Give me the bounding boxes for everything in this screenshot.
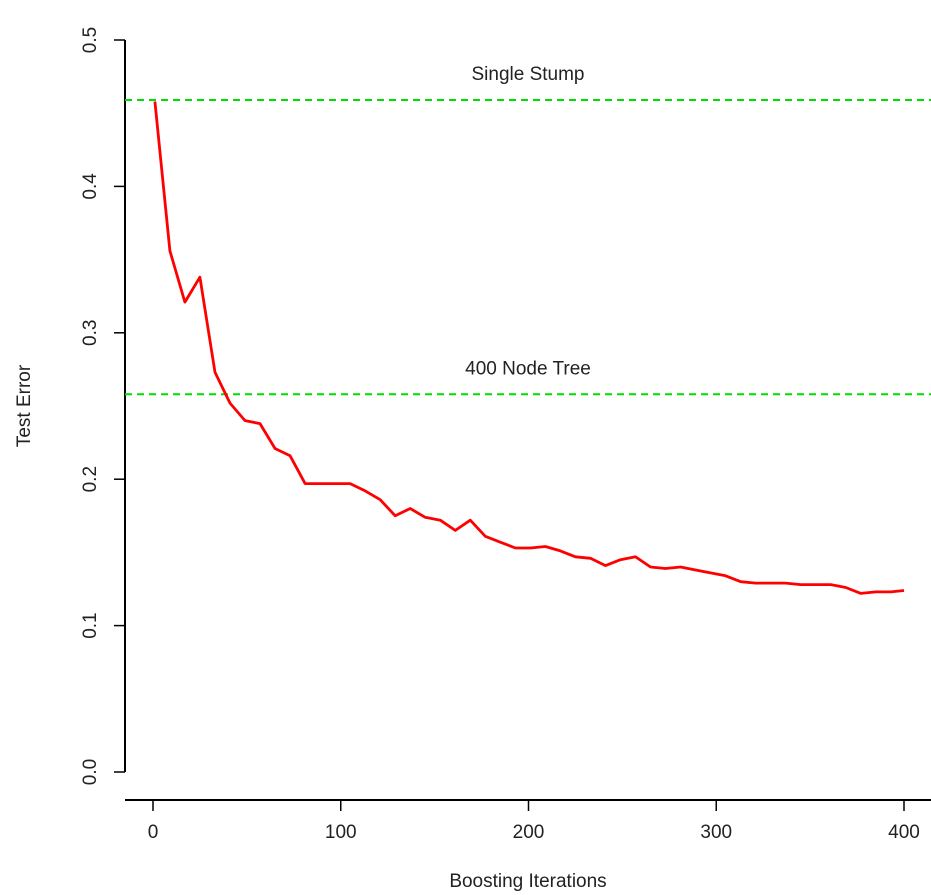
x-tick-label: 200	[513, 822, 545, 843]
y-tick-label: 0.2	[80, 466, 101, 492]
y-tick-label: 0.4	[80, 173, 101, 200]
y-tick-label: 0.5	[80, 27, 101, 53]
x-tick-label: 100	[325, 822, 357, 843]
y-axis-title: Test Error	[14, 364, 35, 447]
y-tick-label: 0.3	[80, 320, 101, 346]
reference-line-label: Single Stump	[471, 64, 584, 85]
x-tick-label: 0	[148, 822, 159, 843]
x-axis-title: Boosting Iterations	[449, 871, 606, 892]
x-axis: 0 100 200 300 400	[125, 799, 931, 843]
series-line	[153, 101, 905, 595]
y-axis: 0.0 0.1 0.2 0.3 0.4 0.5	[80, 27, 126, 785]
y-tick-label: 0.0	[80, 759, 101, 785]
reference-line-label: 400 Node Tree	[465, 358, 591, 379]
y-tick-label: 0.1	[80, 612, 101, 638]
x-tick-label: 400	[888, 822, 920, 843]
x-tick-label: 300	[700, 822, 732, 843]
